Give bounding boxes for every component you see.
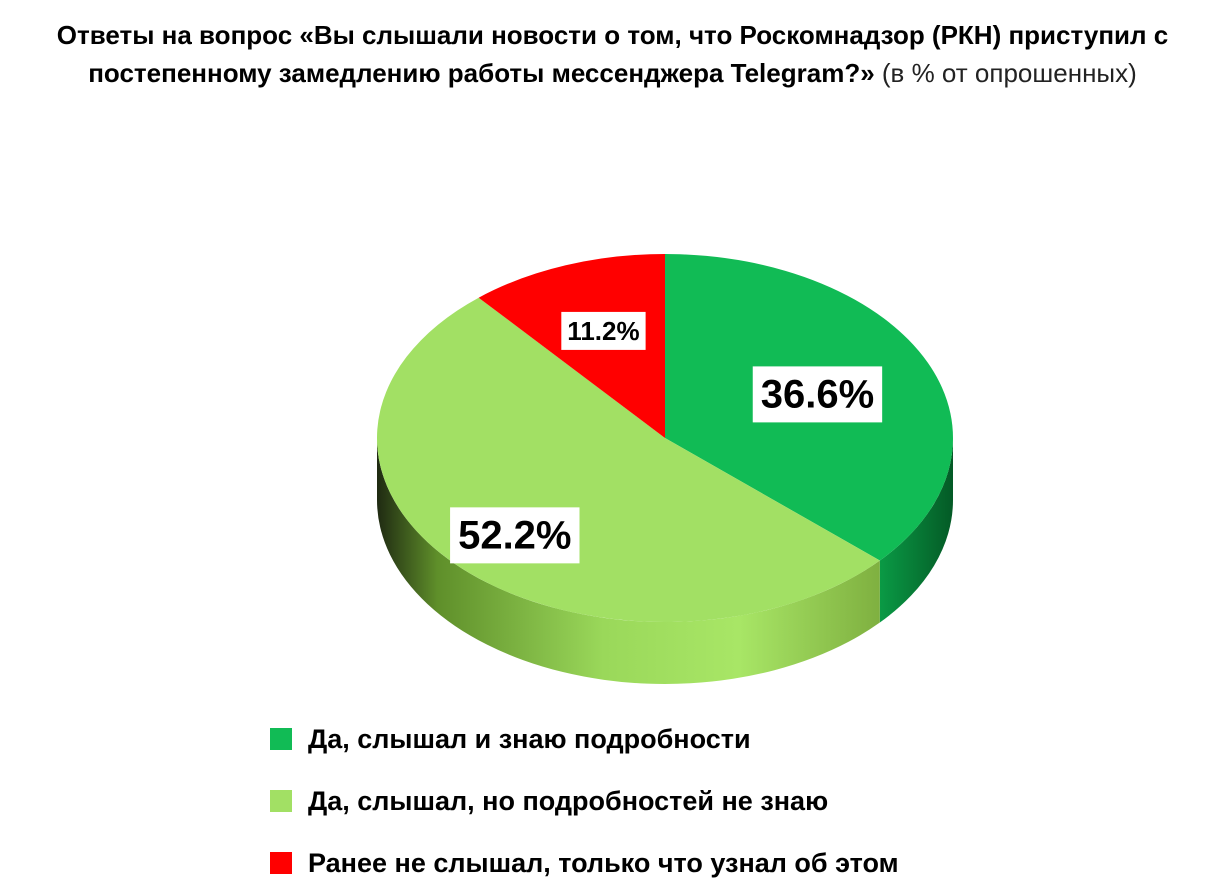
pie-slice-side <box>377 438 880 685</box>
legend-swatch <box>270 790 292 812</box>
pie-data-label: 36.6% <box>761 372 874 416</box>
chart-title: Ответы на вопрос «Вы слышали новости о т… <box>30 16 1195 92</box>
pie-data-label-box <box>450 507 580 564</box>
legend-label: Ранее не слышал, только что узнал об это… <box>308 847 899 878</box>
legend-item: Да, слышал, но подробностей не знаю <box>270 770 899 832</box>
legend-item: Ранее не слышал, только что узнал об это… <box>270 832 899 894</box>
pie-data-label: 52.2% <box>458 513 571 557</box>
legend: Да, слышал и знаю подробности Да, слышал… <box>270 708 899 894</box>
legend-label: Да, слышал, но подробностей не знаю <box>308 785 829 816</box>
chart-title-main: Ответы на вопрос «Вы слышали новости о т… <box>56 20 1169 88</box>
pie-data-label: 11.2% <box>567 316 639 346</box>
legend-item: Да, слышал и знаю подробности <box>270 708 899 770</box>
pie-slice-side <box>879 438 953 623</box>
legend-swatch <box>270 728 292 750</box>
legend-label: Да, слышал и знаю подробности <box>308 723 751 754</box>
pie-data-label-box <box>561 311 646 350</box>
pie-data-label-box <box>752 366 883 423</box>
legend-swatch <box>270 852 292 874</box>
chart-title-unit: (в % от опрошенных) <box>874 58 1137 88</box>
